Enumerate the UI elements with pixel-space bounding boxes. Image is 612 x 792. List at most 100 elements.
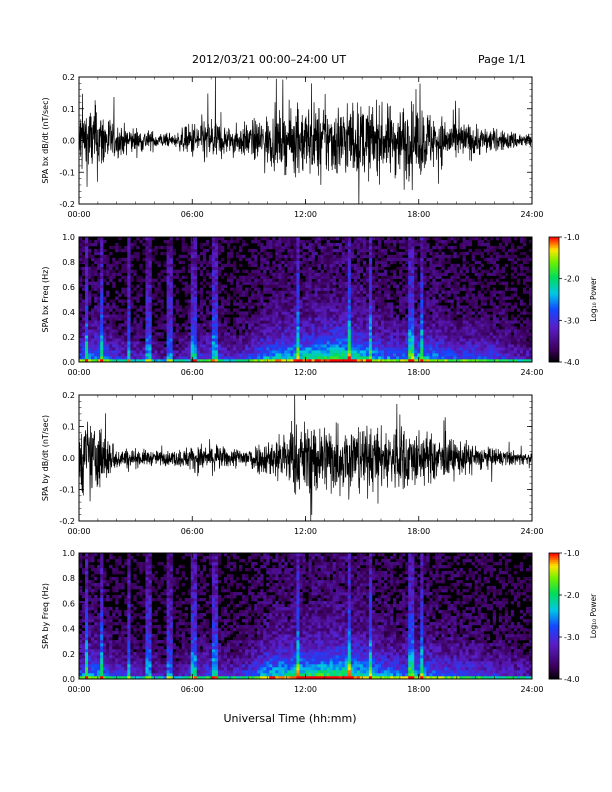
spectrogram-cell [196, 335, 201, 339]
spectrogram-cell [94, 281, 98, 285]
spectrogram-cell [326, 248, 330, 253]
spectrogram-cell [426, 242, 430, 247]
spectrogram-cell [423, 275, 427, 279]
spectrogram-cell [362, 251, 367, 256]
spectrogram-cell [417, 317, 421, 321]
spectrogram-cell [423, 359, 427, 363]
spectrogram-cell [450, 237, 454, 241]
spectrogram-cell [91, 254, 95, 259]
spectrogram-cell [202, 338, 207, 342]
spectrogram-cell [275, 344, 279, 348]
spectrogram-cell [112, 257, 116, 262]
spectrogram-cell [462, 284, 466, 288]
spectrogram-cell [287, 335, 291, 339]
spectrogram-cell [275, 353, 279, 357]
spectrogram-cell [278, 332, 282, 336]
spectrogram-cell [480, 314, 484, 318]
spectrogram-cell [465, 359, 469, 363]
spectrogram-cell [88, 329, 92, 333]
spectrogram-cell [453, 269, 457, 274]
spectrogram-cell [465, 266, 469, 271]
spectrogram-cell [296, 314, 300, 318]
spectrogram-cell [381, 305, 385, 309]
spectrogram-cell [226, 299, 231, 303]
spectrogram-cell [353, 350, 358, 354]
spectrogram-cell [441, 314, 445, 318]
spectrogram-cell [260, 314, 264, 318]
spectrogram-cell [145, 326, 149, 330]
spectrogram-cell [405, 332, 409, 336]
spectrogram-cell [145, 272, 149, 276]
spectrogram-cell [489, 329, 494, 333]
spectrogram-cell [399, 320, 403, 324]
spectrogram-cell [136, 299, 140, 303]
spectrogram-cell [281, 296, 285, 300]
spectrogram-cell [190, 338, 195, 342]
spectrogram-cell [320, 353, 324, 357]
spectrogram-cell [362, 317, 367, 321]
spectrogram-cell [260, 344, 264, 348]
spectrogram-cell [106, 329, 110, 333]
spectrogram-cell [429, 281, 433, 285]
spectrogram-cell [172, 320, 176, 324]
spectrogram-cell [88, 338, 92, 342]
spectrogram-cell [399, 242, 403, 247]
spectrogram-cell [371, 359, 376, 363]
spectrogram-cell [399, 281, 403, 285]
spectrogram-cell [411, 335, 415, 339]
spectrogram-cell [193, 275, 198, 279]
spectrogram-cell [220, 266, 225, 271]
spectrogram-cell [245, 257, 249, 262]
spectrogram-cell [495, 269, 500, 274]
spectrogram-cell [275, 326, 279, 330]
spectrogram-cell [477, 320, 481, 324]
spectrogram-cell [193, 317, 198, 321]
spectrogram-cell [326, 308, 330, 312]
spectrogram-cell [444, 329, 448, 333]
spectrogram-cell [214, 332, 219, 336]
spectrogram-cell [390, 326, 394, 330]
spectrogram-cell [468, 293, 472, 297]
spectrogram-cell [193, 269, 198, 274]
spectrogram-cell [242, 311, 246, 315]
spectrogram-cell [290, 332, 294, 336]
spectrogram-cell [465, 242, 469, 247]
spectrogram-cell [287, 320, 291, 324]
spectrogram-cell [350, 350, 355, 354]
spectrogram-cell [453, 311, 457, 315]
spectrogram-cell [353, 341, 358, 345]
spectrogram-cell [302, 251, 306, 256]
spectrogram-cell [287, 269, 291, 274]
spectrogram-cell [465, 323, 469, 327]
spectrogram-cell [332, 296, 336, 300]
spectrogram-cell [471, 338, 475, 342]
spectrogram-cell [217, 344, 222, 348]
spectrogram-cell [513, 260, 518, 265]
spectrogram-cell [471, 359, 475, 363]
spectrogram-cell [341, 266, 346, 271]
spectrogram-cell [112, 299, 116, 303]
spectrogram-cell [112, 311, 116, 315]
spectrogram-cell [311, 260, 315, 265]
spectrogram-cell [320, 272, 324, 276]
spectrogram-cell [371, 281, 376, 285]
spectrogram-cell [432, 344, 436, 348]
spectrogram-cell [341, 296, 346, 300]
spectrogram-cell [326, 242, 330, 247]
spectrogram-cell [435, 254, 439, 259]
spectrogram-cell [233, 359, 237, 363]
spectrogram-cell [136, 341, 140, 345]
spectrogram-cell [148, 335, 152, 339]
spectrogram-cell [444, 338, 448, 342]
spectrogram-cell [326, 296, 330, 300]
spectrogram-cell [226, 242, 231, 247]
spectrogram-cell [202, 260, 207, 265]
spectrogram-cell [187, 326, 192, 330]
spectrogram-cell [459, 332, 463, 336]
spectrogram-cell [429, 338, 433, 342]
spectrogram-cell [121, 263, 125, 268]
spectrogram-cell [323, 251, 327, 256]
spectrogram-cell [169, 335, 173, 339]
spectrogram-cell [507, 347, 512, 351]
spectrogram-cell [474, 237, 478, 241]
